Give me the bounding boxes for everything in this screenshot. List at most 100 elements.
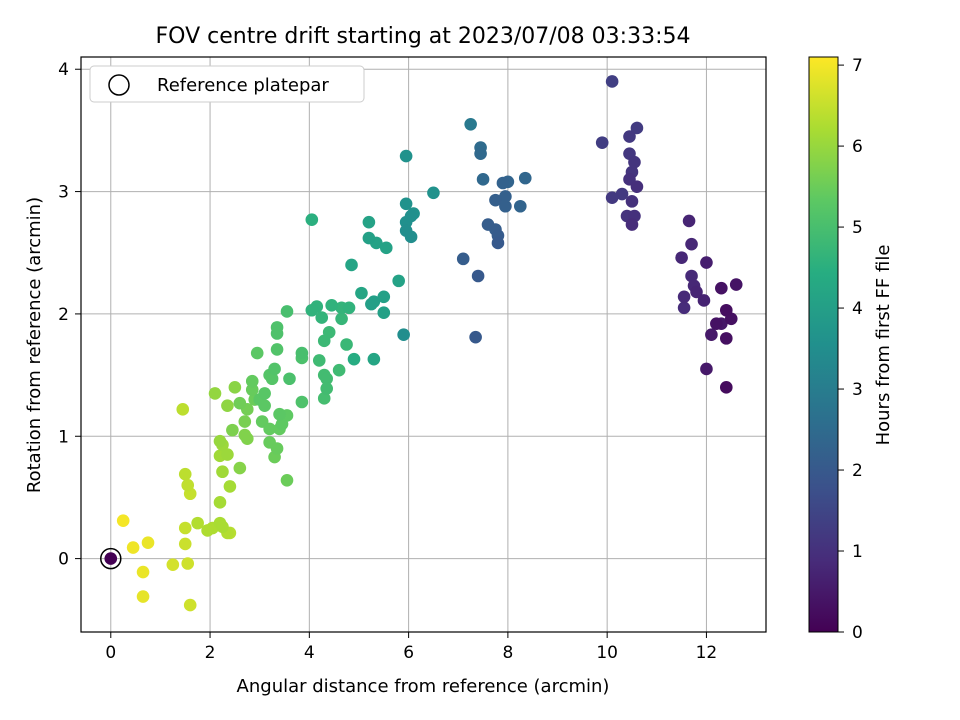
legend: Reference platepar bbox=[89, 65, 365, 103]
data-point bbox=[166, 558, 180, 572]
data-point bbox=[367, 352, 381, 366]
data-point bbox=[625, 195, 639, 208]
data-point bbox=[181, 478, 195, 492]
colorbar-tick-label: 3 bbox=[852, 380, 863, 400]
data-point bbox=[365, 297, 378, 311]
y-axis: 0 1 2 3 4 bbox=[58, 60, 81, 570]
data-point bbox=[233, 396, 247, 410]
data-point bbox=[615, 187, 629, 201]
data-point bbox=[719, 303, 733, 317]
data-point bbox=[677, 301, 691, 315]
data-point bbox=[379, 241, 393, 255]
data-point bbox=[136, 565, 150, 579]
data-point bbox=[226, 423, 239, 437]
x-tick-label: 0 bbox=[105, 643, 116, 663]
data-point bbox=[377, 290, 391, 304]
data-point bbox=[476, 173, 490, 186]
data-point bbox=[283, 372, 296, 386]
data-point bbox=[320, 382, 334, 395]
data-point bbox=[305, 213, 319, 227]
data-point bbox=[317, 392, 331, 405]
data-point bbox=[471, 269, 485, 283]
data-point bbox=[469, 330, 482, 344]
data-point bbox=[489, 193, 502, 207]
data-point bbox=[335, 312, 348, 326]
data-point bbox=[685, 237, 698, 251]
data-point bbox=[208, 387, 222, 400]
data-point bbox=[397, 328, 410, 342]
plot-frame bbox=[80, 56, 767, 633]
x-tick-label: 6 bbox=[403, 643, 414, 663]
data-point bbox=[623, 130, 636, 143]
data-point bbox=[719, 332, 733, 345]
data-point bbox=[491, 236, 505, 250]
data-point bbox=[705, 328, 718, 342]
data-point bbox=[630, 180, 644, 193]
data-point bbox=[183, 598, 197, 612]
data-point bbox=[481, 218, 495, 231]
data-point bbox=[325, 299, 338, 312]
data-point bbox=[700, 362, 713, 376]
data-point bbox=[404, 209, 418, 223]
data-point bbox=[216, 520, 229, 534]
data-point bbox=[191, 516, 204, 530]
data-point bbox=[682, 214, 696, 228]
data-point bbox=[595, 136, 609, 149]
colorbar-gradient bbox=[808, 56, 839, 633]
data-point bbox=[715, 281, 728, 295]
data-point bbox=[176, 403, 190, 416]
data-point bbox=[399, 197, 413, 211]
data-point bbox=[362, 215, 376, 229]
colorbar-tick-label: 0 bbox=[852, 623, 863, 643]
data-point bbox=[238, 415, 252, 428]
data-point bbox=[729, 278, 743, 291]
data-point bbox=[270, 442, 284, 455]
legend-box bbox=[89, 65, 365, 103]
data-point bbox=[630, 121, 644, 135]
data-point bbox=[464, 117, 477, 131]
data-point bbox=[213, 496, 227, 509]
data-point bbox=[240, 432, 254, 446]
data-point bbox=[116, 514, 130, 527]
data-point bbox=[697, 294, 711, 307]
data-point bbox=[228, 381, 242, 394]
data-point bbox=[675, 251, 688, 264]
colorbar-tick-label: 2 bbox=[852, 461, 863, 481]
data-point bbox=[347, 352, 361, 366]
data-points bbox=[104, 75, 743, 612]
data-point bbox=[474, 147, 487, 160]
data-point bbox=[295, 395, 309, 409]
data-point bbox=[221, 448, 234, 461]
data-point bbox=[273, 407, 286, 421]
data-point bbox=[178, 467, 192, 481]
y-axis-label: Rotation from reference (arcmin) bbox=[24, 197, 45, 493]
x-axis: 0 2 4 6 8 10 12 bbox=[105, 632, 717, 663]
data-point bbox=[270, 327, 284, 340]
data-point bbox=[427, 186, 440, 200]
data-point bbox=[342, 301, 356, 315]
data-point bbox=[625, 218, 639, 231]
data-point bbox=[345, 258, 358, 272]
data-point bbox=[258, 387, 271, 400]
data-point bbox=[250, 346, 264, 360]
data-point bbox=[305, 303, 319, 317]
y-tick-label: 0 bbox=[58, 550, 69, 570]
data-point bbox=[280, 305, 294, 318]
data-point bbox=[404, 230, 418, 244]
data-point bbox=[270, 343, 284, 356]
data-point bbox=[355, 286, 368, 300]
data-point bbox=[456, 252, 470, 266]
reference-marker bbox=[100, 547, 122, 570]
data-point bbox=[136, 590, 150, 603]
data-point bbox=[399, 149, 413, 163]
y-tick-label: 3 bbox=[58, 183, 69, 203]
data-point bbox=[223, 480, 237, 493]
legend-marker-icon bbox=[108, 74, 130, 96]
data-point bbox=[362, 231, 376, 245]
data-point bbox=[628, 155, 641, 169]
data-point bbox=[213, 434, 227, 448]
legend-label: Reference platepar bbox=[157, 75, 329, 96]
x-tick-label: 12 bbox=[696, 643, 718, 663]
colorbar-tick-label: 4 bbox=[852, 299, 863, 319]
data-point bbox=[340, 338, 353, 351]
